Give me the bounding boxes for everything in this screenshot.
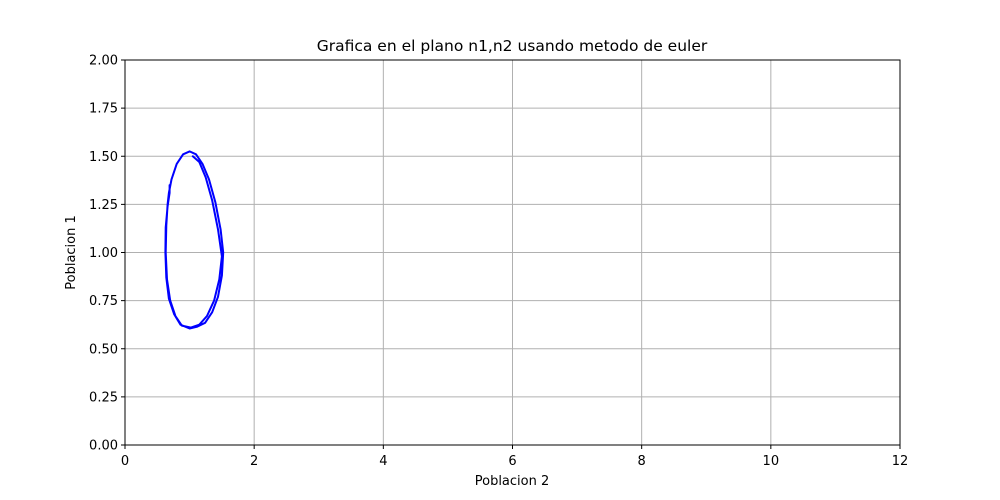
- y-tick-label: 0.50: [89, 342, 118, 357]
- x-tick-label: 4: [379, 454, 387, 469]
- x-tick-label: 10: [763, 454, 780, 469]
- y-axis-label: Poblacion 1: [64, 215, 79, 290]
- chart-title: Grafica en el plano n1,n2 usando metodo …: [317, 37, 708, 55]
- x-tick-label: 0: [121, 454, 129, 469]
- x-axis-label: Poblacion 2: [475, 474, 550, 489]
- y-tick-label: 1.75: [89, 102, 118, 117]
- x-tick-label: 2: [250, 454, 258, 469]
- grid-lines: [124, 59, 901, 446]
- x-tick-label: 6: [508, 454, 516, 469]
- plot-area: [164, 150, 225, 330]
- y-tick-label: 0.75: [89, 294, 118, 309]
- y-tick-label: 0.25: [89, 390, 118, 405]
- y-tick-label: 1.50: [89, 150, 118, 165]
- ticks: 0 2 4 6 8 10 12 0.00 0.25 0.50 0.75 1.00 1.25 1.50 1.7…: [89, 54, 908, 470]
- y-tick-label: 0.00: [89, 439, 118, 454]
- x-tick-label: 8: [638, 454, 646, 469]
- y-tick-label: 2.00: [89, 54, 118, 69]
- series-line: [164, 150, 225, 330]
- x-tick-label: 12: [892, 454, 909, 469]
- y-tick-label: 1.25: [89, 198, 118, 213]
- y-tick-label: 1.00: [89, 246, 118, 261]
